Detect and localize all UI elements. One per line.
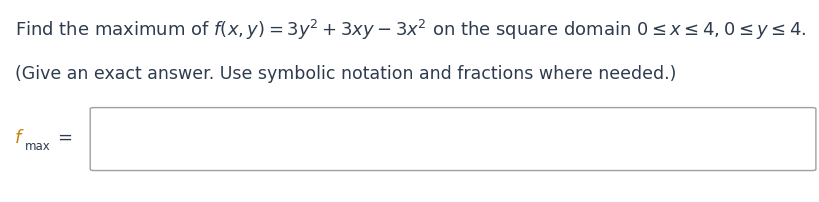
Text: max: max bbox=[25, 139, 50, 152]
Text: $f$: $f$ bbox=[14, 128, 25, 146]
Text: Find the maximum of $f(x, y) = 3y^2 + 3xy - 3x^2$ on the square domain $0 \leq x: Find the maximum of $f(x, y) = 3y^2 + 3x… bbox=[15, 18, 805, 42]
Text: =: = bbox=[57, 128, 72, 146]
Text: (Give an exact answer. Use symbolic notation and fractions where needed.): (Give an exact answer. Use symbolic nota… bbox=[15, 65, 676, 83]
